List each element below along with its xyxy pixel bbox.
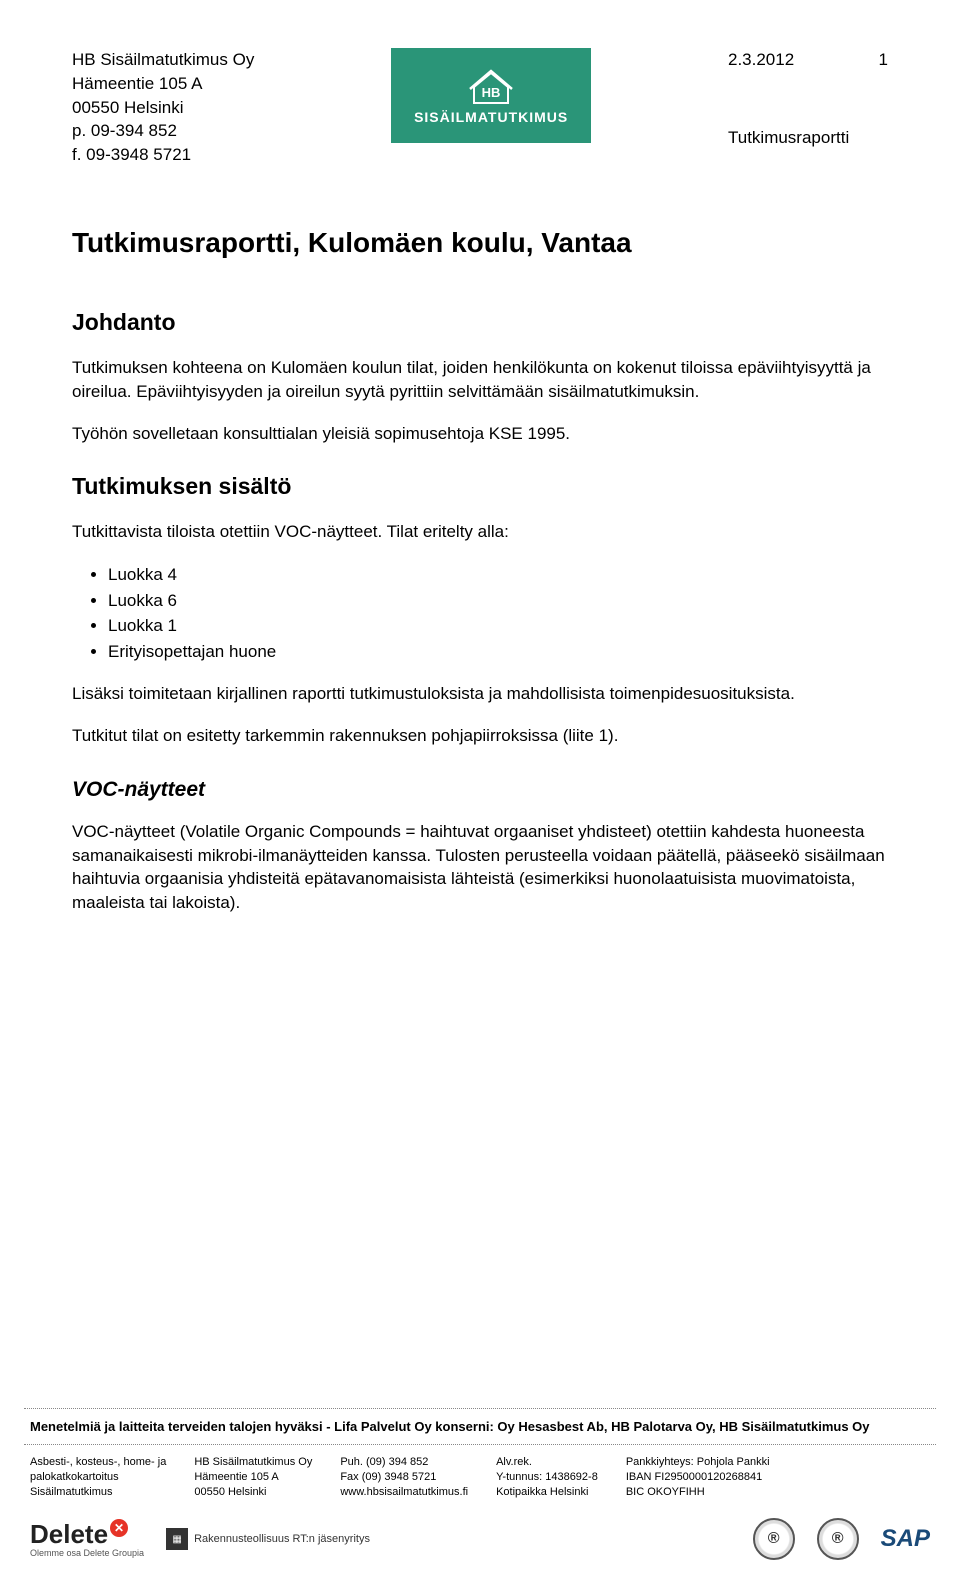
sisalto-paragraph-2: Lisäksi toimitetaan kirjallinen raportti… [72,682,888,706]
document-date-line: 2.3.2012 1 [728,48,888,72]
footer-text: palokatkokartoitus [30,1470,166,1485]
footer-text: 00550 Helsinki [194,1485,312,1500]
johdanto-paragraph-2: Työhön sovelletaan konsulttialan yleisiä… [72,422,888,446]
rt-text: Rakennusteollisuus RT:n jäsenyritys [194,1533,370,1545]
footer-text: Pankkiyhteys: Pohjola Pankki [626,1455,770,1470]
document-header: HB Sisäilmatutkimus Oy Hämeentie 105 A 0… [72,48,888,167]
sisalto-paragraph-1: Tutkittavista tiloista otettiin VOC-näyt… [72,520,888,544]
footer-col-contact: Puh. (09) 394 852 Fax (09) 3948 5721 www… [340,1455,468,1500]
company-address-block: HB Sisäilmatutkimus Oy Hämeentie 105 A 0… [72,48,254,167]
footer-text: BIC OKOYFIHH [626,1485,770,1500]
list-item: Luokka 1 [108,613,888,639]
footer-col-registry: Alv.rek. Y-tunnus: 1438692-8 Kotipaikka … [496,1455,598,1500]
delete-logo: Delete ✕ Olemme osa Delete Groupia [30,1521,144,1558]
document-title: Tutkimusraportti, Kulomäen koulu, Vantaa [72,227,888,259]
house-icon: HB [468,67,514,107]
footer-col-bank: Pankkiyhteys: Pohjola Pankki IBAN FI2950… [626,1455,770,1500]
footer-divider [24,1444,936,1445]
logo-hb-text: HB [482,85,501,100]
rt-membership-logo: ▦ Rakennusteollisuus RT:n jäsenyritys [166,1528,370,1550]
list-item: Luokka 4 [108,562,888,588]
footer-text: Y-tunnus: 1438692-8 [496,1470,598,1485]
section-heading-sisalto: Tutkimuksen sisältö [72,473,888,500]
footer-logo-row: Delete ✕ Olemme osa Delete Groupia ▦ Rak… [24,1518,936,1560]
footer-divider [24,1408,936,1409]
certification-badge-icon: ® [753,1518,795,1560]
delete-subtext: Olemme osa Delete Groupia [30,1549,144,1558]
footer-contact-grid: Asbesti-, kosteus-, home- ja palokatkoka… [24,1455,936,1500]
sap-logo: SAP [881,1525,930,1553]
list-item: Erityisopettajan huone [108,639,888,665]
rt-badge-icon: ▦ [166,1528,188,1550]
address-line-1: Hämeentie 105 A [72,72,254,96]
footer-text: Asbesti-, kosteus-, home- ja [30,1455,166,1470]
footer-text: Hämeentie 105 A [194,1470,312,1485]
footer-text: Puh. (09) 394 852 [340,1455,468,1470]
footer-text: Fax (09) 3948 5721 [340,1470,468,1485]
certification-badge-icon: ® [817,1518,859,1560]
footer-text: IBAN FI2950000120268841 [626,1470,770,1485]
voc-paragraph-1: VOC-näytteet (Volatile Organic Compounds… [72,820,888,915]
delete-brand-text: Delete [30,1521,108,1547]
subsection-heading-voc: VOC-näytteet [72,778,888,802]
page-number: 1 [879,48,888,72]
fax: f. 09-3948 5721 [72,143,254,167]
footer-col-address: HB Sisäilmatutkimus Oy Hämeentie 105 A 0… [194,1455,312,1500]
phone: p. 09-394 852 [72,119,254,143]
footer-text: Alv.rek. [496,1455,598,1470]
sisalto-paragraph-3: Tutkitut tilat on esitetty tarkemmin rak… [72,724,888,748]
header-right-block: 2.3.2012 1 Tutkimusraportti [728,48,888,150]
address-line-2: 00550 Helsinki [72,96,254,120]
section-heading-johdanto: Johdanto [72,309,888,336]
room-list: Luokka 4 Luokka 6 Luokka 1 Erityisopetta… [108,562,888,664]
footer-text: www.hbsisailmatutkimus.fi [340,1485,468,1500]
footer-text: Kotipaikka Helsinki [496,1485,598,1500]
document-date: 2.3.2012 [728,50,794,69]
logo-label: SISÄILMATUTKIMUS [414,109,568,125]
company-logo: HB SISÄILMATUTKIMUS [391,48,591,143]
list-item: Luokka 6 [108,588,888,614]
footer-tagline: Menetelmiä ja laitteita terveiden taloje… [24,1419,936,1434]
footer-text: HB Sisäilmatutkimus Oy [194,1455,312,1470]
document-type: Tutkimusraportti [728,126,888,150]
document-footer: Menetelmiä ja laitteita terveiden taloje… [0,1408,960,1580]
footer-text: Sisäilmatutkimus [30,1485,166,1500]
footer-col-services: Asbesti-, kosteus-, home- ja palokatkoka… [30,1455,166,1500]
company-name: HB Sisäilmatutkimus Oy [72,48,254,72]
johdanto-paragraph-1: Tutkimuksen kohteena on Kulomäen koulun … [72,356,888,404]
delete-x-icon: ✕ [110,1519,128,1537]
